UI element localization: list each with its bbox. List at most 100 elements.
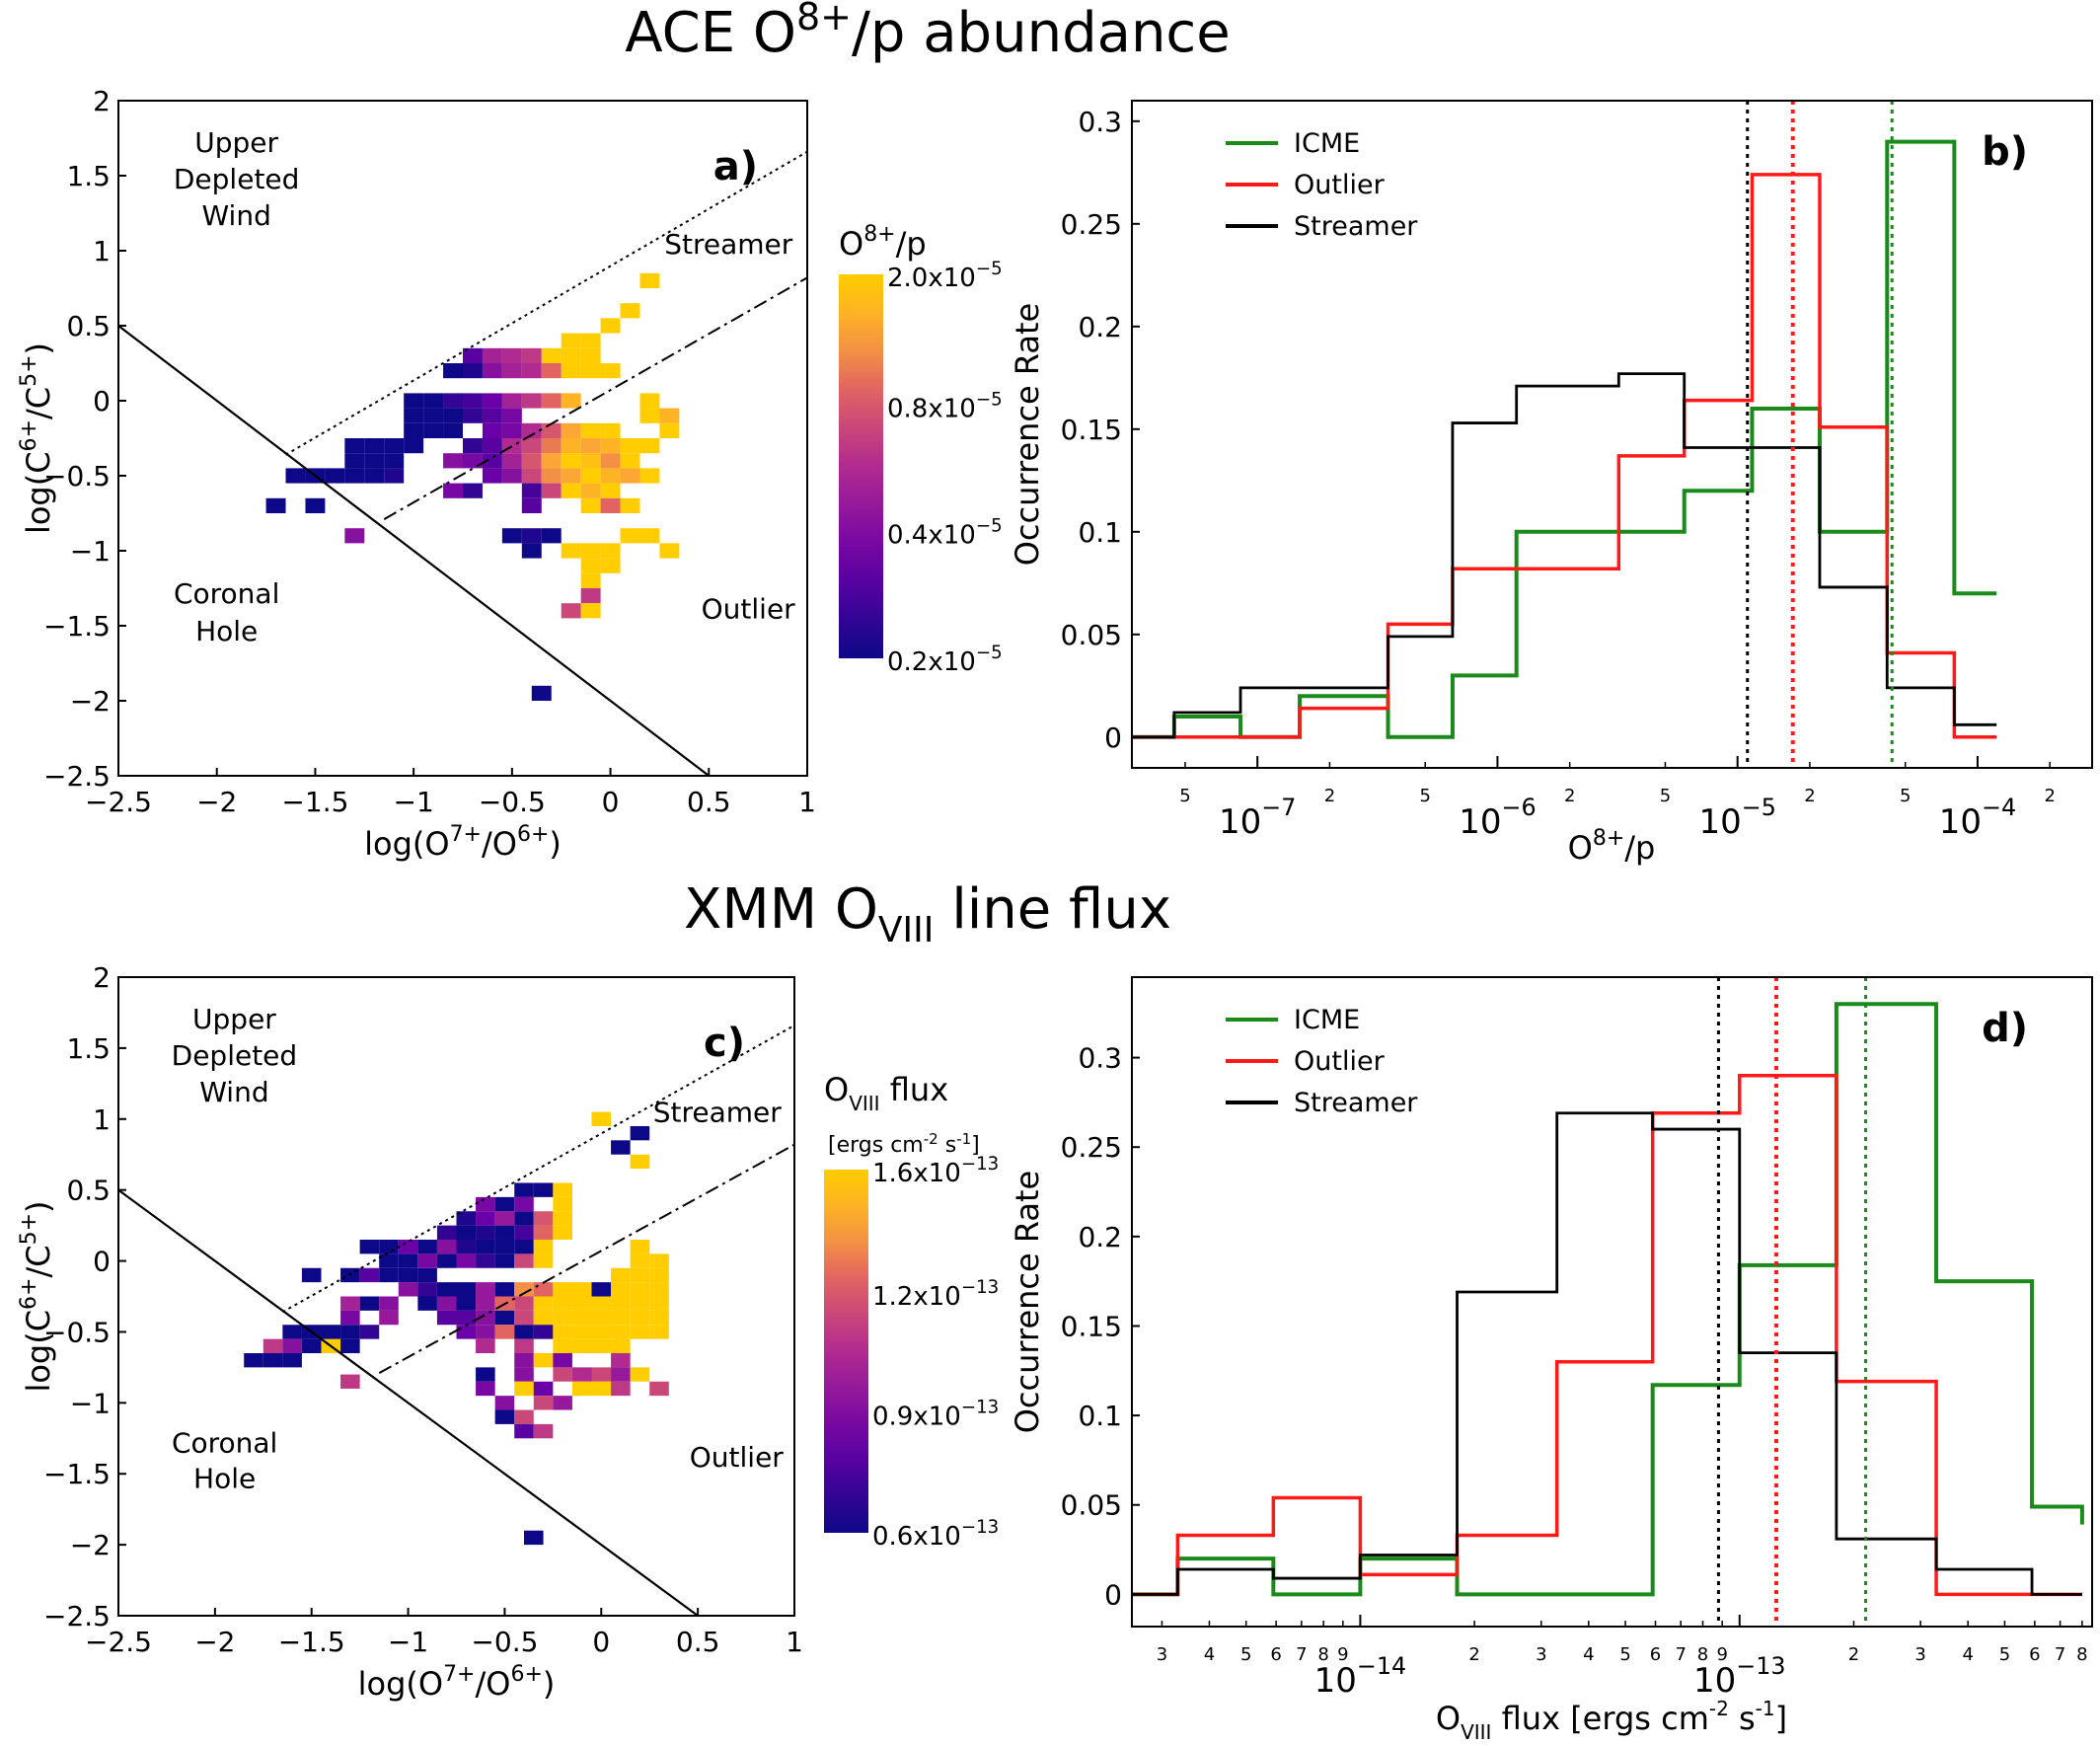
x-minor-tick-label: 7: [2055, 1644, 2065, 1665]
heatmap-cell: [591, 1111, 612, 1126]
heatmap-cell: [541, 438, 562, 454]
heatmap-cell: [649, 1310, 669, 1326]
heatmap-cell: [553, 1338, 572, 1354]
heatmap-cell: [436, 1225, 457, 1240]
heatmap-cell: [553, 1296, 572, 1311]
heatmap-cell: [561, 603, 581, 619]
heatmap-cell: [364, 438, 385, 454]
heatmap-cell: [482, 453, 502, 469]
heatmap-cell: [521, 483, 542, 498]
heatmap-cell: [344, 453, 365, 469]
y-tick-label: 0.25: [1061, 208, 1122, 241]
plot-frame: [117, 976, 795, 1617]
heatmap-cell: [541, 453, 562, 469]
x-tick-label: 0.5: [687, 786, 731, 818]
heatmap-cell: [340, 1296, 360, 1311]
y-tick-label: −2: [70, 685, 111, 718]
heatmap-cell: [285, 468, 306, 484]
x-minor-tick-label: 2: [1804, 786, 1815, 806]
x-minor-tick-label: 5: [1900, 786, 1911, 806]
x-minor-tick-label: 7: [1676, 1644, 1687, 1665]
region-label: Wind: [199, 1076, 268, 1108]
x-minor-tick-label: 4: [1962, 1644, 1973, 1665]
colorbar-title: O8+/p: [839, 222, 927, 263]
heatmap-cell: [553, 1225, 572, 1240]
heatmap-cell: [591, 1282, 612, 1297]
panel-label: d): [1982, 1006, 2028, 1051]
heatmap-cell: [482, 438, 502, 454]
heatmap-cell: [580, 333, 601, 348]
heatmap-cell: [501, 528, 522, 544]
heatmap-cell: [384, 453, 405, 469]
heatmap-cell: [436, 1296, 457, 1311]
y-axis-label: Occurrence Rate: [1009, 1171, 1046, 1434]
y-tick-label: −1.5: [43, 610, 111, 643]
heatmap-cell: [580, 422, 601, 438]
y-tick-label: 2: [93, 961, 111, 994]
region-label: Outlier: [690, 1441, 785, 1474]
heatmap-cell: [443, 483, 463, 498]
heatmap-cell: [571, 1338, 592, 1354]
heatmap-cell: [514, 1367, 534, 1382]
heatmap-cell: [494, 1409, 515, 1424]
heatmap-cell: [571, 1367, 592, 1382]
x-major-tick-label: 10−7: [1219, 794, 1296, 842]
heatmap-cell: [591, 1325, 612, 1339]
heatmap-cell: [417, 1296, 437, 1311]
colorbar-tick-label: 1.6x10−13: [872, 1154, 999, 1188]
heatmap-cell: [423, 422, 444, 438]
heatmap-cell: [494, 1325, 515, 1339]
x-axis-label: O8+/p: [1568, 826, 1656, 867]
heatmap-cell: [482, 393, 502, 409]
heatmap-cell: [600, 483, 621, 498]
panel-label: a): [713, 144, 758, 190]
heatmap-cell: [494, 1396, 515, 1410]
heatmap-cell: [580, 572, 601, 588]
y-tick-label: 0: [1104, 1578, 1122, 1611]
heatmap-cell: [611, 1367, 631, 1382]
heatmap-cell: [630, 1239, 650, 1254]
heatmap-cell: [533, 1381, 554, 1397]
heatmap-cell: [611, 1381, 631, 1397]
heatmap-cell: [591, 1381, 612, 1397]
heatmap-cell: [580, 558, 601, 573]
heatmap-cell: [456, 1296, 477, 1311]
heatmap-cell: [476, 1211, 495, 1226]
heatmap-cell: [340, 1310, 360, 1326]
heatmap-cell: [443, 393, 463, 409]
heatmap-cell: [417, 1239, 437, 1254]
panel-c-heatmap: −2.5 −2 −1.5 −1 −0.5 0 0.5 1 −2.5 −2 −1.5 −1 −0.5 0 0.…: [17, 961, 999, 1703]
heatmap-cell: [620, 438, 640, 454]
heatmap-cell: [476, 1239, 495, 1254]
heatmap-cell: [553, 1310, 572, 1326]
heatmap-cell: [514, 1381, 534, 1397]
boundary-dotted-line: [285, 150, 808, 456]
x-minor-tick-label: 3: [1914, 1644, 1925, 1665]
heatmap-cell: [476, 1296, 495, 1311]
heatmap-cell: [305, 497, 326, 513]
heatmap-cell: [340, 1374, 360, 1389]
y-axis-label: log(C6+/C5+): [17, 1200, 57, 1392]
heatmap-cell: [533, 1353, 554, 1368]
heatmap-cell: [649, 1267, 669, 1283]
x-tick-label: 0: [602, 786, 620, 818]
heatmap-cell: [571, 1325, 592, 1339]
x-minor-tick-label: 3: [1536, 1644, 1546, 1665]
heatmap-cell: [443, 422, 463, 438]
heatmap-cell: [611, 1267, 631, 1283]
heatmap-cell: [359, 1267, 380, 1283]
heatmap-cell: [611, 1325, 631, 1339]
y-tick-label: 0: [1104, 721, 1122, 754]
x-minor-tick-label: 4: [1204, 1644, 1215, 1665]
legend-label: Outlier: [1294, 1046, 1386, 1077]
heatmap-cell: [533, 1423, 554, 1439]
heatmap-cell: [514, 1423, 534, 1439]
heatmap-cell: [561, 543, 581, 559]
y-tick-label: 2: [93, 85, 111, 117]
heatmap-cell: [630, 1325, 650, 1339]
heatmap-cell: [379, 1239, 399, 1254]
x-minor-tick-label: 2: [1324, 786, 1335, 806]
heatmap-cell: [282, 1353, 302, 1368]
heatmap-cell: [521, 438, 542, 454]
heatmap-cell: [476, 1325, 495, 1339]
